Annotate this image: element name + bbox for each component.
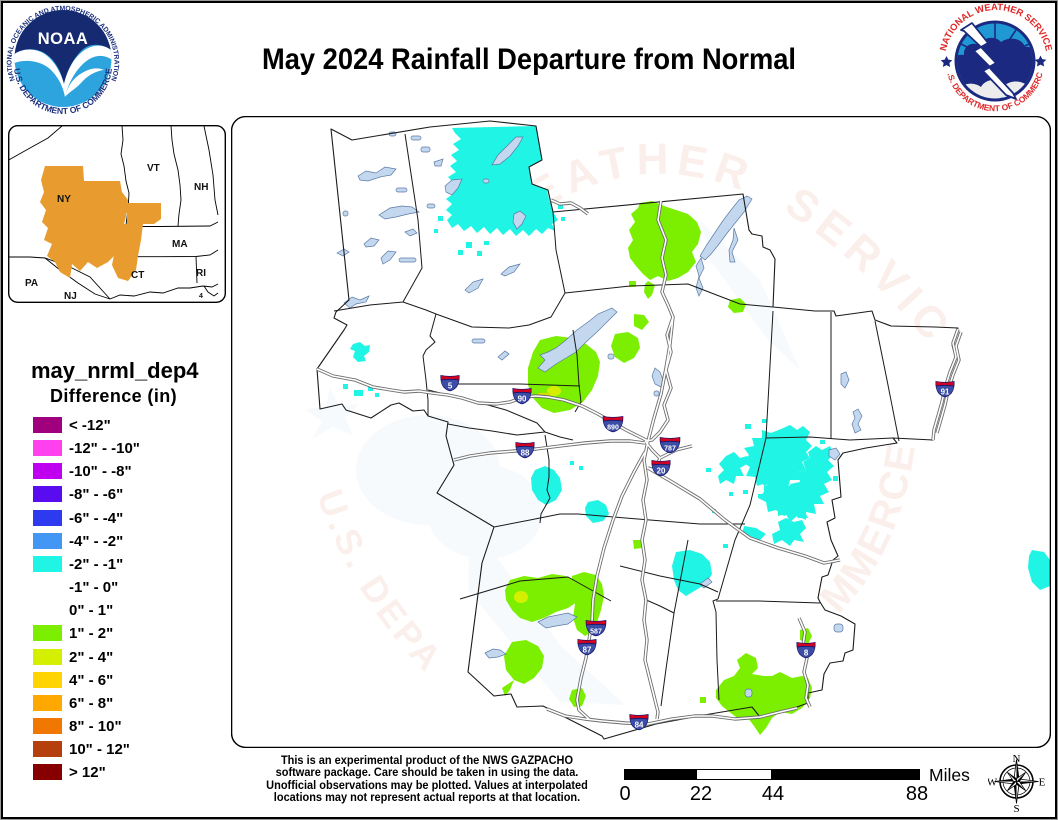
svg-text:N: N xyxy=(1013,753,1021,765)
svg-text:NY: NY xyxy=(57,194,71,205)
svg-text:787: 787 xyxy=(664,445,676,452)
svg-text:NOAA: NOAA xyxy=(38,30,89,48)
svg-text:EATHER SERVIC: EATHER SERVIC xyxy=(519,135,962,355)
svg-text:NH: NH xyxy=(194,182,208,193)
svg-text:RI: RI xyxy=(196,268,206,279)
svg-text:8: 8 xyxy=(804,648,809,657)
svg-text:PA: PA xyxy=(25,278,38,289)
svg-text:CT: CT xyxy=(131,270,144,281)
svg-text:S: S xyxy=(1013,803,1019,813)
svg-text:88: 88 xyxy=(521,448,530,457)
svg-text:W: W xyxy=(988,777,998,789)
svg-text:E: E xyxy=(1039,777,1046,789)
svg-text:5: 5 xyxy=(448,381,453,390)
svg-text:87: 87 xyxy=(583,645,592,654)
svg-text:587: 587 xyxy=(590,628,602,635)
svg-text:84: 84 xyxy=(635,720,644,729)
svg-text:91: 91 xyxy=(941,387,950,396)
svg-text:20: 20 xyxy=(657,466,666,475)
svg-text:VT: VT xyxy=(147,163,160,174)
svg-text:NJ: NJ xyxy=(64,291,77,302)
svg-text:90: 90 xyxy=(518,394,527,403)
svg-text:890: 890 xyxy=(607,424,619,431)
svg-text:MA: MA xyxy=(172,239,188,250)
svg-text:4: 4 xyxy=(199,293,203,300)
